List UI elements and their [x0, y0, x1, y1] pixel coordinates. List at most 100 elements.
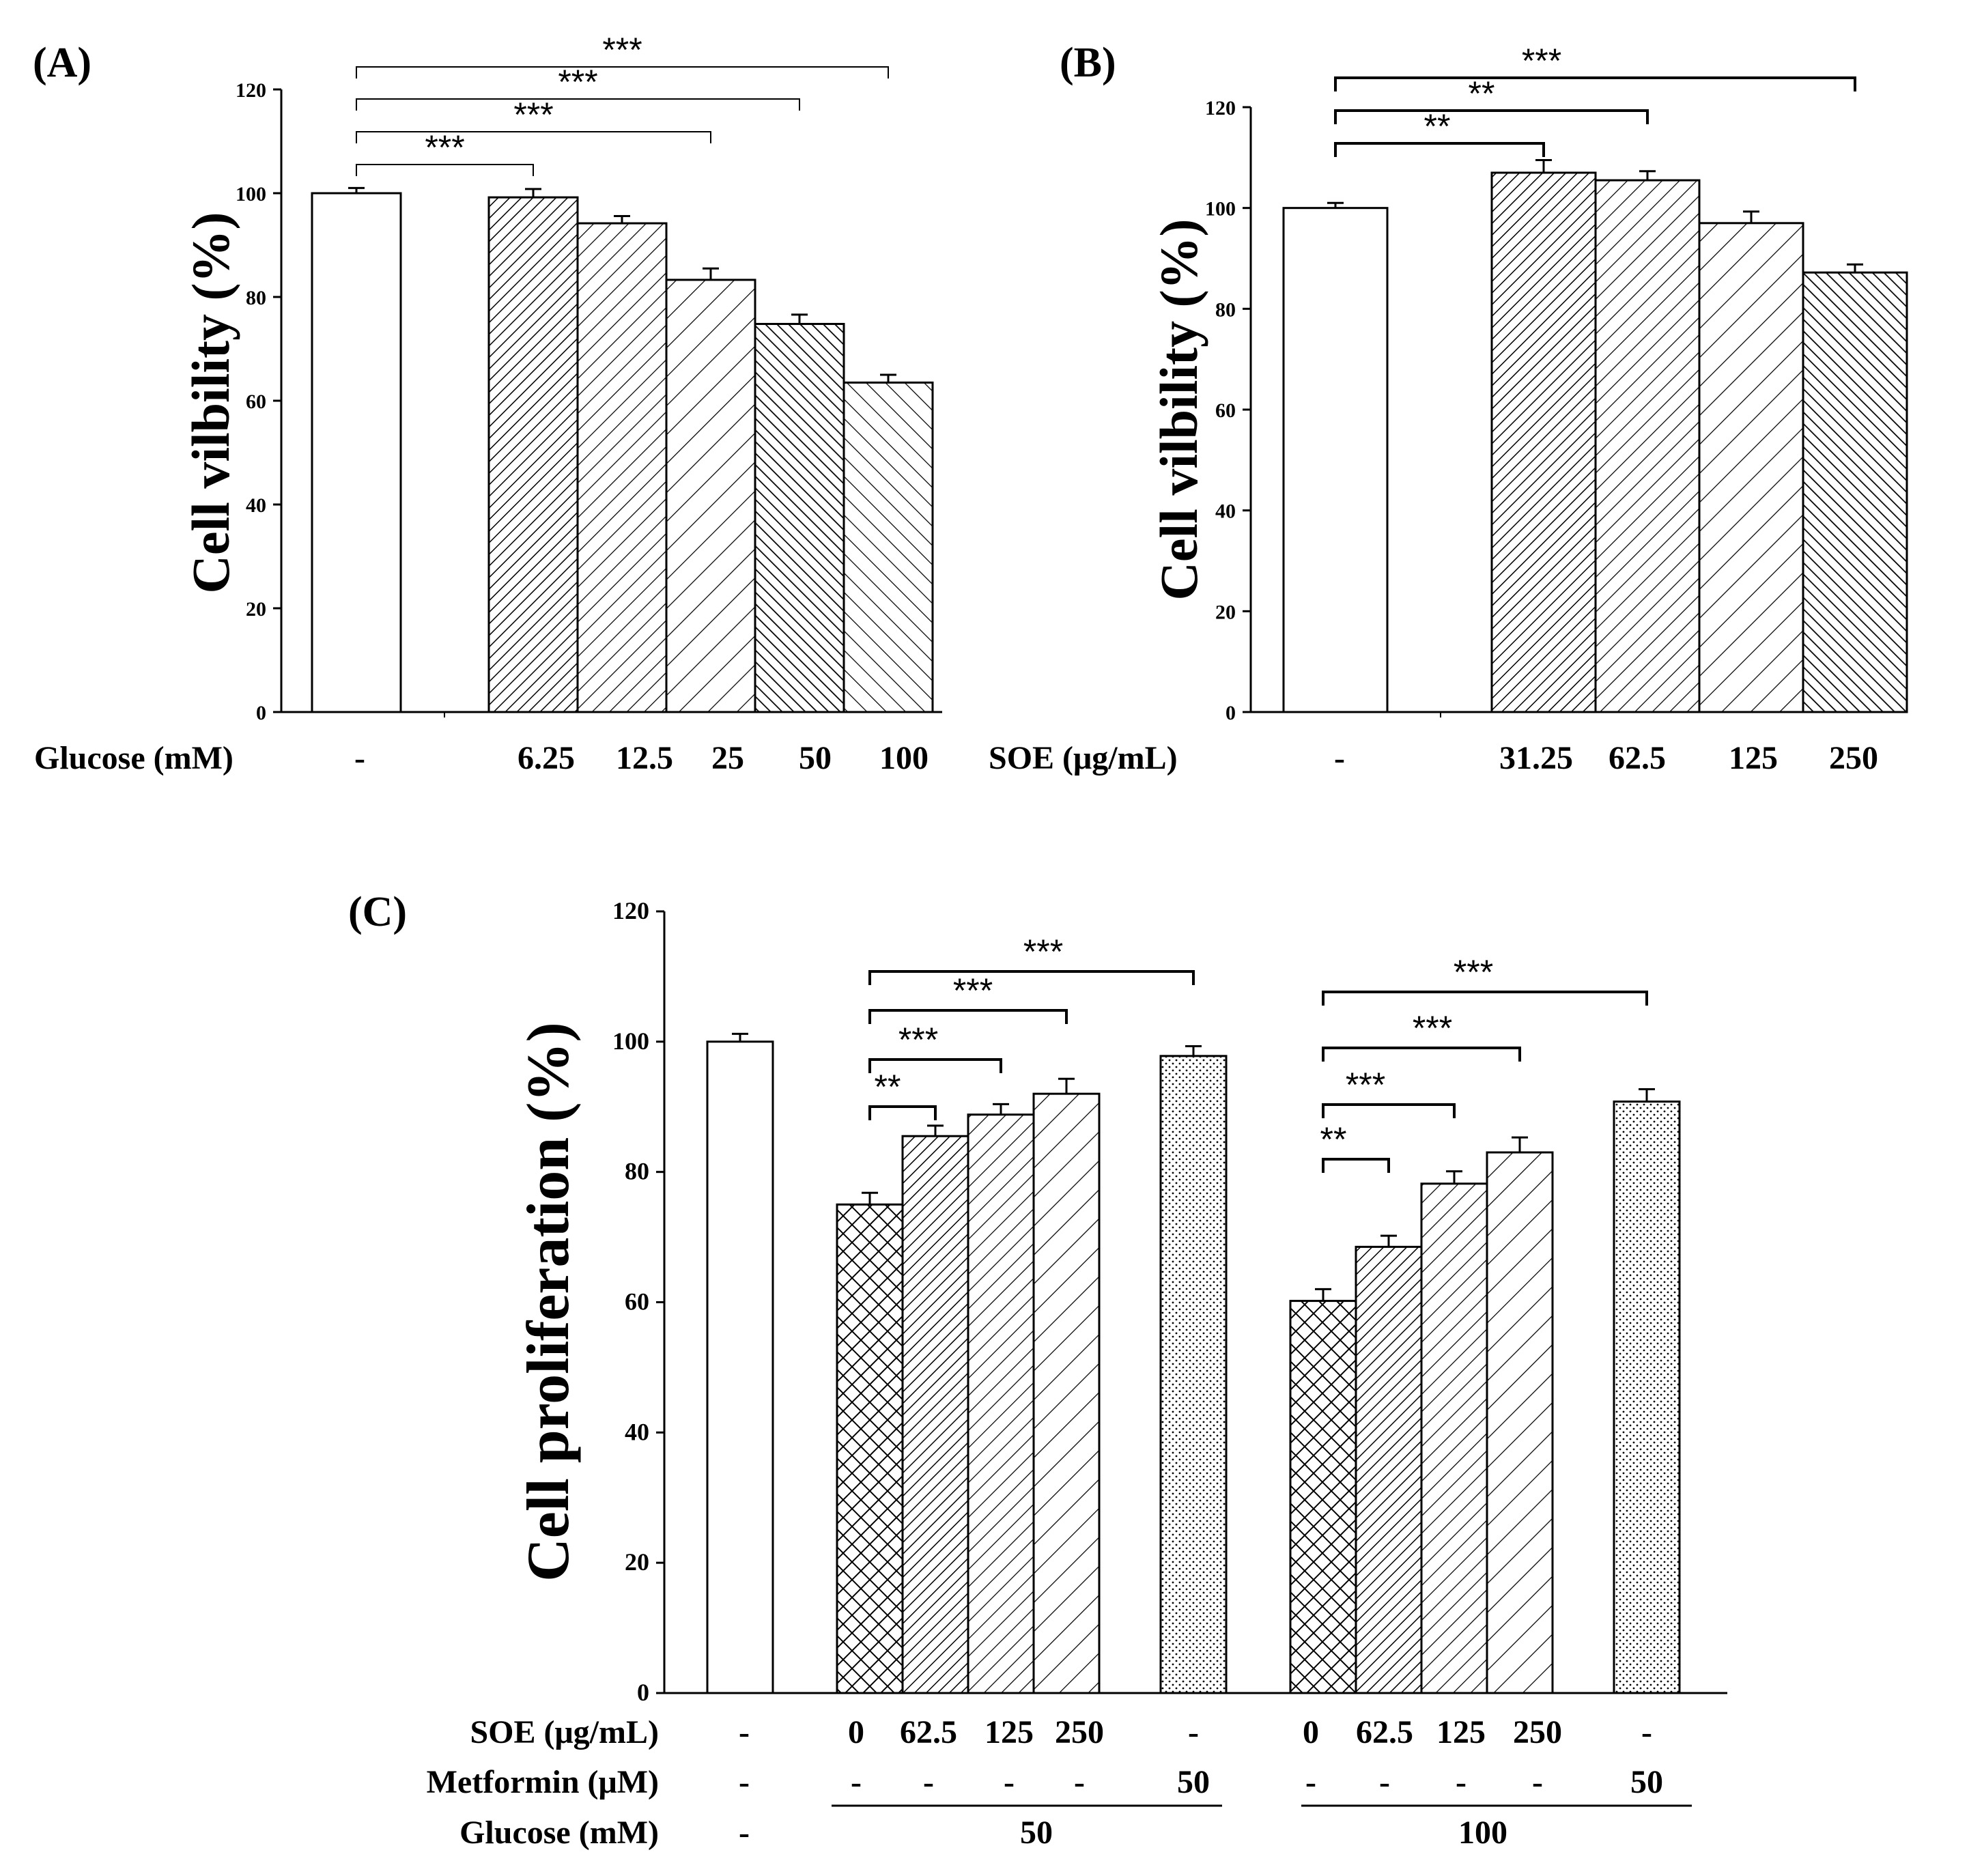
x-category-label: 62.5 [1609, 740, 1666, 776]
row-label-metformin: Metformin (μM) [427, 1764, 659, 1800]
metformin-value: - [1456, 1764, 1467, 1800]
bar [754, 323, 845, 713]
y-tick-label: 60 [625, 1288, 649, 1316]
x-category-label: - [354, 740, 365, 776]
y-tick-label: 80 [246, 287, 266, 309]
metformin-value: - [1004, 1764, 1015, 1800]
bar [1490, 171, 1597, 713]
x-axis-title: Glucose (mM) [34, 740, 233, 776]
significance-label: ** [1320, 1120, 1347, 1159]
y-tick-label: 0 [1226, 702, 1236, 724]
bar [1594, 179, 1701, 713]
significance-label: *** [513, 96, 553, 134]
y-tick-label: 80 [625, 1158, 649, 1185]
bar [1355, 1245, 1423, 1694]
significance-bracket [868, 1009, 1068, 1024]
y-tick-label: 0 [637, 1679, 649, 1706]
soe-value: 0 [1303, 1714, 1319, 1750]
bar [967, 1113, 1035, 1694]
significance-bracket [1334, 109, 1649, 124]
metformin-value: - [923, 1764, 934, 1800]
significance-bracket [1322, 1158, 1390, 1173]
significance-label: *** [953, 971, 993, 1010]
y-axis-title: Cell vilbility (%) [1149, 219, 1208, 601]
y-tick-label: 100 [612, 1027, 649, 1055]
chart-panel-c: (C) 0 20 40 60 80 100 120 Cell proliferation (%)… [348, 889, 1727, 1851]
significance-label: *** [602, 31, 642, 69]
y-axis-title: Cell proliferation (%) [515, 1022, 582, 1582]
soe-value: - [1641, 1714, 1652, 1750]
panel-label: (C) [348, 889, 407, 935]
metformin-value: - [1074, 1764, 1085, 1800]
soe-value: 125 [984, 1714, 1034, 1750]
bar [1289, 1300, 1357, 1694]
row-label-glucose: Glucose (mM) [459, 1815, 659, 1851]
bar [1420, 1182, 1488, 1694]
y-tick-label: 60 [1215, 399, 1236, 422]
significance-bracket [1334, 142, 1545, 157]
y-tick-label: 40 [246, 494, 266, 517]
bar [1802, 271, 1908, 713]
metformin-value: - [1532, 1764, 1543, 1800]
bar [1613, 1100, 1681, 1694]
y-tick-label: 120 [236, 79, 266, 102]
bar [842, 381, 934, 713]
y-tick-label: 0 [256, 702, 266, 724]
soe-value: 250 [1513, 1714, 1562, 1750]
soe-value: 62.5 [900, 1714, 957, 1750]
y-tick-label: 120 [612, 897, 649, 924]
metformin-value: - [1379, 1764, 1390, 1800]
x-category-label: 125 [1729, 740, 1778, 776]
significance-bracket [356, 66, 889, 79]
panel-label: (B) [1060, 40, 1116, 86]
bar [487, 196, 579, 713]
bar [901, 1135, 969, 1694]
significance-bracket [1322, 1103, 1456, 1118]
y-tick-label: 20 [246, 598, 266, 621]
bar [1698, 222, 1804, 713]
metformin-value: 50 [1630, 1764, 1663, 1800]
bar [1159, 1055, 1228, 1694]
soe-value: 0 [848, 1714, 864, 1750]
glucose-value: - [739, 1815, 750, 1851]
significance-label: *** [1522, 42, 1561, 80]
bar [706, 1040, 774, 1694]
significance-label: *** [425, 128, 464, 167]
metformin-value: - [851, 1764, 862, 1800]
soe-value: 125 [1436, 1714, 1486, 1750]
bar [836, 1203, 904, 1694]
y-tick-label: 40 [1215, 500, 1236, 523]
significance-bracket [868, 970, 1195, 985]
x-axis-title: SOE (μg/mL) [989, 740, 1178, 776]
x-category-label: 100 [879, 740, 929, 776]
y-tick-label: 100 [1205, 198, 1236, 221]
y-tick-label: 80 [1215, 298, 1236, 321]
y-tick-label: 60 [246, 390, 266, 413]
soe-value: 62.5 [1356, 1714, 1413, 1750]
significance-label: *** [1454, 953, 1493, 991]
glucose-value: 100 [1458, 1815, 1507, 1851]
soe-value: 250 [1055, 1714, 1104, 1750]
significance-label: *** [1346, 1066, 1385, 1104]
y-tick-label: 40 [625, 1418, 649, 1445]
significance-bracket [868, 1105, 937, 1120]
metformin-value: 50 [1177, 1764, 1210, 1800]
x-category-label: 250 [1829, 740, 1878, 776]
x-category-label: 12.5 [616, 740, 673, 776]
soe-value: - [739, 1714, 750, 1750]
soe-value: - [1188, 1714, 1199, 1750]
x-category-label: 31.25 [1499, 740, 1573, 776]
significance-label: *** [1023, 933, 1063, 971]
significance-label: ** [1469, 74, 1495, 113]
significance-label: *** [1413, 1009, 1452, 1047]
significance-bracket [1322, 1047, 1521, 1062]
metformin-value: - [739, 1764, 750, 1800]
significance-label: ** [875, 1068, 901, 1106]
significance-bracket [356, 164, 534, 176]
x-category-label: - [1334, 740, 1345, 776]
significance-label: ** [1424, 107, 1451, 145]
bar [665, 279, 756, 713]
